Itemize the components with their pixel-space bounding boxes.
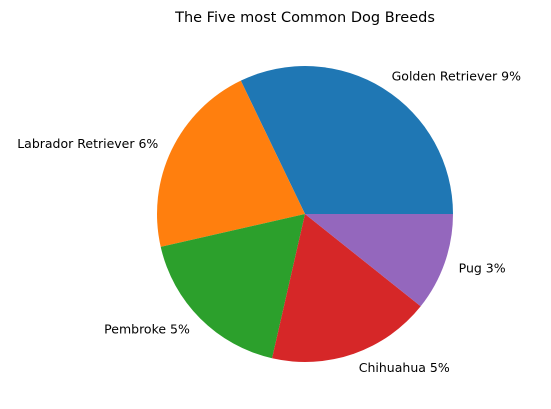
pie-slice-label-4: Chihuahua 5% xyxy=(359,360,450,375)
pie-slice-3 xyxy=(160,214,305,359)
chart-title: The Five most Common Dog Breeds xyxy=(174,10,435,26)
pie-slice-1 xyxy=(240,66,453,214)
pie-slice-4 xyxy=(272,214,421,363)
pie-slices xyxy=(157,66,453,363)
pie-slice-5 xyxy=(305,214,453,307)
pie-slice-label-3: Pembroke 5% xyxy=(104,322,190,337)
pie-slice-label-2: Labrador Retriever 6% xyxy=(17,136,158,151)
pie-slice-label-1: Golden Retriever 9% xyxy=(392,69,521,84)
pie-slice-2 xyxy=(157,80,305,247)
pie-slice-label-5: Pug 3% xyxy=(459,260,506,275)
pie-labels: Golden Retriever 9% Labrador Retriever 6%… xyxy=(17,69,521,376)
